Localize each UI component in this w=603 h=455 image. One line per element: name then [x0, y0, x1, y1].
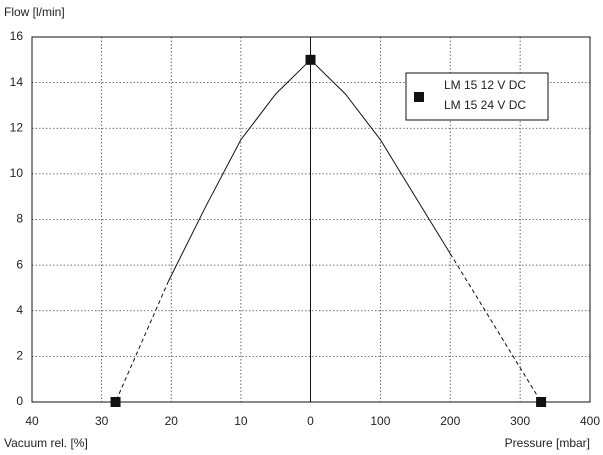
- x-axis-title-vacuum: Vacuum rel. [%]: [4, 436, 88, 450]
- legend-label: LM 15 12 V DC: [444, 78, 526, 92]
- legend-marker: [414, 92, 424, 102]
- y-tick-label: 14: [10, 75, 24, 89]
- curve: [115, 280, 169, 403]
- x-tick-label: 30: [95, 414, 109, 428]
- curve: [168, 59, 311, 282]
- curve: [449, 253, 542, 403]
- x-axis-title-pressure: Pressure [mbar]: [505, 436, 590, 450]
- marker: [305, 54, 316, 65]
- y-tick-label: 10: [10, 166, 24, 180]
- x-tick-label: 300: [510, 414, 530, 428]
- y-tick-label: 0: [16, 394, 23, 408]
- x-tick-label: 10: [234, 414, 248, 428]
- x-tick-label: 400: [580, 414, 600, 428]
- y-tick-label: 4: [16, 303, 23, 317]
- x-tick-label: 100: [370, 414, 390, 428]
- x-tick-label: 40: [25, 414, 39, 428]
- y-tick-label: 16: [10, 29, 24, 43]
- x-tick-label: 0: [307, 414, 314, 428]
- x-tick-label: 20: [165, 414, 179, 428]
- y-tick-label: 2: [16, 349, 23, 363]
- y-tick-label: 6: [16, 257, 23, 271]
- x-tick-label: 200: [440, 414, 460, 428]
- marker: [536, 397, 547, 407]
- y-tick-label: 12: [10, 120, 24, 134]
- plot-frame: [31, 36, 591, 403]
- marker: [110, 397, 121, 407]
- y-axis-title: Flow [l/min]: [4, 5, 65, 19]
- curve: [310, 59, 451, 254]
- legend-label: LM 15 24 V DC: [444, 98, 526, 112]
- legend-box: [405, 72, 549, 121]
- y-tick-label: 8: [16, 212, 23, 226]
